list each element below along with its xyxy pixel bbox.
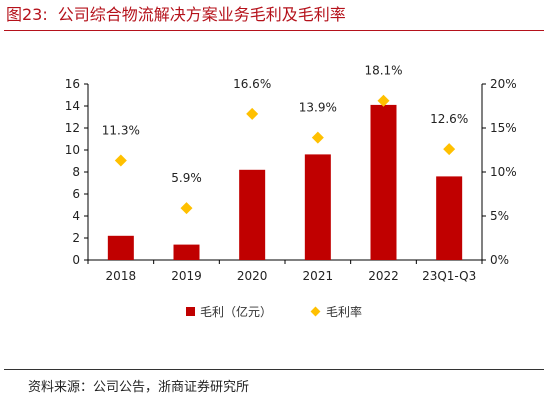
x-tick-label: 2018 <box>106 269 137 283</box>
legend-item-gross-margin: 毛利率 <box>310 303 363 320</box>
data-label: 5.9% <box>171 171 202 185</box>
legend-bar-swatch <box>185 307 195 316</box>
data-label: 13.9% <box>299 101 337 115</box>
left-tick-label: 8 <box>72 165 80 179</box>
figure-number: 图23: <box>6 5 48 24</box>
data-label: 18.1% <box>364 64 402 78</box>
source-divider <box>4 369 544 370</box>
x-tick-label: 2021 <box>303 269 334 283</box>
data-label: 16.6% <box>233 77 271 91</box>
data-label: 12.6% <box>430 112 468 126</box>
margin-marker <box>377 94 390 107</box>
right-tick-label: 5% <box>490 209 509 223</box>
legend-diamond-swatch <box>310 306 321 317</box>
bar <box>239 169 266 260</box>
x-tick-label: 23Q1-Q3 <box>422 269 476 283</box>
source-note: 资料来源：公司公告，浙商证券研究所 <box>28 380 250 395</box>
bar <box>370 104 397 261</box>
left-tick-label: 2 <box>72 231 80 245</box>
legend: 毛利（亿元） 毛利率 <box>0 303 548 320</box>
legend-label-gross-profit: 毛利（亿元） <box>199 305 272 319</box>
x-tick-label: 2022 <box>368 269 399 283</box>
right-tick-label: 15% <box>490 121 517 135</box>
left-tick-label: 0 <box>72 253 80 267</box>
margin-marker <box>114 154 127 167</box>
right-tick-label: 0% <box>490 253 509 267</box>
bar <box>436 176 463 260</box>
left-tick-label: 12 <box>65 121 80 135</box>
figure-title-text: 公司综合物流解决方案业务毛利及毛利率 <box>57 5 346 24</box>
margin-marker <box>180 202 193 215</box>
title-divider <box>4 30 544 31</box>
bar <box>173 244 200 260</box>
figure-title: 图23: 公司综合物流解决方案业务毛利及毛利率 <box>6 2 542 28</box>
x-tick-label: 2020 <box>237 269 268 283</box>
margin-marker <box>311 131 324 144</box>
left-tick-label: 10 <box>65 143 80 157</box>
right-tick-label: 10% <box>490 165 517 179</box>
left-tick-label: 6 <box>72 187 80 201</box>
bar <box>107 235 134 260</box>
margin-marker <box>443 143 456 156</box>
bar <box>304 154 331 260</box>
margin-marker <box>246 107 259 120</box>
x-tick-label: 2019 <box>171 269 202 283</box>
right-tick-label: 20% <box>490 77 517 91</box>
legend-item-gross-profit: 毛利（亿元） <box>185 303 272 320</box>
left-tick-label: 4 <box>72 209 80 223</box>
data-label: 11.3% <box>102 124 140 138</box>
left-tick-label: 14 <box>65 99 80 113</box>
legend-label-gross-margin: 毛利率 <box>326 305 363 319</box>
left-tick-label: 16 <box>65 77 80 91</box>
